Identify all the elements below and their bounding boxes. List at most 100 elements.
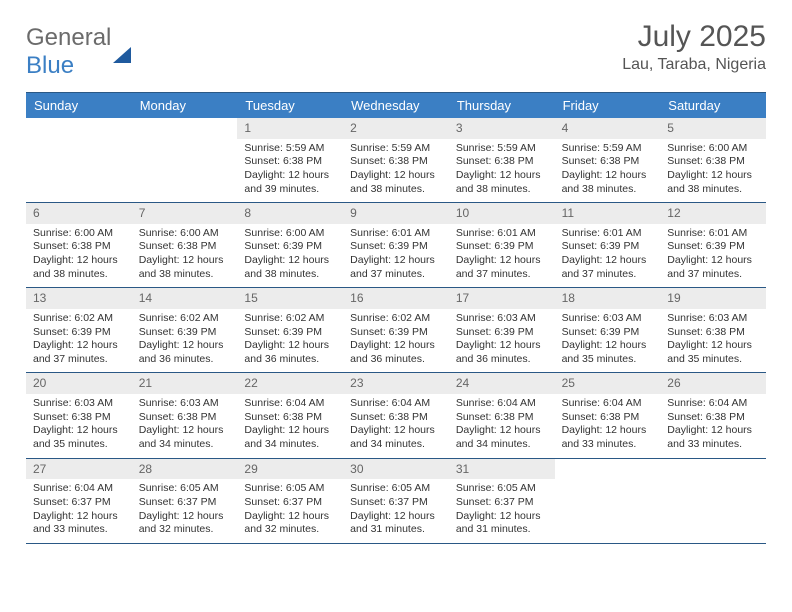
sunrise-line: Sunrise: 5:59 AM [562, 142, 654, 156]
daylight1-line: Daylight: 12 hours [139, 339, 231, 353]
day-number: 16 [343, 288, 449, 309]
daylight2-line: and 39 minutes. [244, 183, 336, 197]
daylight2-line: and 38 minutes. [350, 183, 442, 197]
sunset-line: Sunset: 6:37 PM [33, 496, 125, 510]
day-number: 10 [449, 203, 555, 224]
sunrise-line: Sunrise: 6:01 AM [667, 227, 759, 241]
sunset-line: Sunset: 6:39 PM [350, 240, 442, 254]
day-body: Sunrise: 6:01 AMSunset: 6:39 PMDaylight:… [660, 224, 766, 288]
sunrise-line: Sunrise: 6:00 AM [667, 142, 759, 156]
day-number: 11 [555, 203, 661, 224]
day-number: 30 [343, 459, 449, 480]
daylight2-line: and 33 minutes. [33, 523, 125, 537]
daylight2-line: and 36 minutes. [456, 353, 548, 367]
sunrise-line: Sunrise: 6:03 AM [456, 312, 548, 326]
sunrise-line: Sunrise: 6:02 AM [33, 312, 125, 326]
daylight2-line: and 35 minutes. [33, 438, 125, 452]
day-cell: 23Sunrise: 6:04 AMSunset: 6:38 PMDayligh… [343, 373, 449, 457]
day-body: Sunrise: 6:03 AMSunset: 6:38 PMDaylight:… [132, 394, 238, 458]
day-number: 25 [555, 373, 661, 394]
sunrise-line: Sunrise: 6:01 AM [350, 227, 442, 241]
day-body: Sunrise: 5:59 AMSunset: 6:38 PMDaylight:… [343, 139, 449, 203]
day-number: 1 [237, 118, 343, 139]
day-cell: 26Sunrise: 6:04 AMSunset: 6:38 PMDayligh… [660, 373, 766, 457]
daylight2-line: and 34 minutes. [350, 438, 442, 452]
week-row: 1Sunrise: 5:59 AMSunset: 6:38 PMDaylight… [26, 118, 766, 203]
sunrise-line: Sunrise: 6:05 AM [244, 482, 336, 496]
sunset-line: Sunset: 6:38 PM [667, 411, 759, 425]
day-body: Sunrise: 6:00 AMSunset: 6:39 PMDaylight:… [237, 224, 343, 288]
sunrise-line: Sunrise: 6:04 AM [33, 482, 125, 496]
calendar: Sunday Monday Tuesday Wednesday Thursday… [26, 92, 766, 544]
day-number: 9 [343, 203, 449, 224]
day-number: 14 [132, 288, 238, 309]
daylight2-line: and 33 minutes. [562, 438, 654, 452]
sunrise-line: Sunrise: 6:00 AM [244, 227, 336, 241]
daylight1-line: Daylight: 12 hours [244, 510, 336, 524]
sunrise-line: Sunrise: 6:04 AM [244, 397, 336, 411]
sunset-line: Sunset: 6:38 PM [350, 155, 442, 169]
day-number: 19 [660, 288, 766, 309]
daylight2-line: and 38 minutes. [33, 268, 125, 282]
day-cell: 24Sunrise: 6:04 AMSunset: 6:38 PMDayligh… [449, 373, 555, 457]
day-body: Sunrise: 6:00 AMSunset: 6:38 PMDaylight:… [132, 224, 238, 288]
weekday-thu: Thursday [449, 93, 555, 118]
day-body: Sunrise: 6:04 AMSunset: 6:38 PMDaylight:… [449, 394, 555, 458]
sunrise-line: Sunrise: 5:59 AM [350, 142, 442, 156]
day-cell: 28Sunrise: 6:05 AMSunset: 6:37 PMDayligh… [132, 459, 238, 543]
daylight2-line: and 35 minutes. [667, 353, 759, 367]
day-cell: 25Sunrise: 6:04 AMSunset: 6:38 PMDayligh… [555, 373, 661, 457]
day-body: Sunrise: 6:03 AMSunset: 6:38 PMDaylight:… [26, 394, 132, 458]
daylight1-line: Daylight: 12 hours [562, 424, 654, 438]
daylight1-line: Daylight: 12 hours [456, 339, 548, 353]
sunset-line: Sunset: 6:38 PM [562, 155, 654, 169]
sunset-line: Sunset: 6:39 PM [139, 326, 231, 340]
day-body: Sunrise: 6:00 AMSunset: 6:38 PMDaylight:… [660, 139, 766, 203]
daylight1-line: Daylight: 12 hours [456, 510, 548, 524]
logo-text: General Blue [26, 24, 131, 80]
sunset-line: Sunset: 6:37 PM [350, 496, 442, 510]
day-number: 2 [343, 118, 449, 139]
daylight2-line: and 38 minutes. [139, 268, 231, 282]
page-header: General Blue July 2025 Lau, Taraba, Nige… [26, 20, 766, 80]
daylight1-line: Daylight: 12 hours [350, 339, 442, 353]
sunrise-line: Sunrise: 6:00 AM [139, 227, 231, 241]
sunset-line: Sunset: 6:38 PM [139, 411, 231, 425]
sunrise-line: Sunrise: 6:03 AM [667, 312, 759, 326]
day-body: Sunrise: 6:03 AMSunset: 6:39 PMDaylight:… [555, 309, 661, 373]
daylight1-line: Daylight: 12 hours [139, 510, 231, 524]
day-number: 5 [660, 118, 766, 139]
daylight1-line: Daylight: 12 hours [244, 339, 336, 353]
sunset-line: Sunset: 6:39 PM [456, 326, 548, 340]
daylight1-line: Daylight: 12 hours [139, 424, 231, 438]
day-cell [660, 459, 766, 543]
day-body: Sunrise: 6:01 AMSunset: 6:39 PMDaylight:… [449, 224, 555, 288]
sunset-line: Sunset: 6:38 PM [33, 240, 125, 254]
day-cell: 27Sunrise: 6:04 AMSunset: 6:37 PMDayligh… [26, 459, 132, 543]
logo: General Blue [26, 24, 131, 80]
day-cell: 11Sunrise: 6:01 AMSunset: 6:39 PMDayligh… [555, 203, 661, 287]
daylight1-line: Daylight: 12 hours [456, 424, 548, 438]
daylight1-line: Daylight: 12 hours [33, 254, 125, 268]
daylight2-line: and 34 minutes. [456, 438, 548, 452]
day-body: Sunrise: 6:02 AMSunset: 6:39 PMDaylight:… [237, 309, 343, 373]
day-cell: 9Sunrise: 6:01 AMSunset: 6:39 PMDaylight… [343, 203, 449, 287]
daylight1-line: Daylight: 12 hours [562, 169, 654, 183]
day-body: Sunrise: 6:02 AMSunset: 6:39 PMDaylight:… [26, 309, 132, 373]
day-body: Sunrise: 5:59 AMSunset: 6:38 PMDaylight:… [449, 139, 555, 203]
day-body: Sunrise: 6:04 AMSunset: 6:38 PMDaylight:… [237, 394, 343, 458]
logo-sail-icon [113, 20, 131, 63]
day-number: 8 [237, 203, 343, 224]
day-cell: 29Sunrise: 6:05 AMSunset: 6:37 PMDayligh… [237, 459, 343, 543]
day-number: 27 [26, 459, 132, 480]
daylight1-line: Daylight: 12 hours [33, 339, 125, 353]
day-cell: 15Sunrise: 6:02 AMSunset: 6:39 PMDayligh… [237, 288, 343, 372]
daylight1-line: Daylight: 12 hours [456, 254, 548, 268]
daylight2-line: and 32 minutes. [139, 523, 231, 537]
sunset-line: Sunset: 6:39 PM [562, 240, 654, 254]
day-cell: 13Sunrise: 6:02 AMSunset: 6:39 PMDayligh… [26, 288, 132, 372]
day-body: Sunrise: 6:02 AMSunset: 6:39 PMDaylight:… [132, 309, 238, 373]
daylight1-line: Daylight: 12 hours [350, 169, 442, 183]
daylight2-line: and 37 minutes. [33, 353, 125, 367]
day-body: Sunrise: 5:59 AMSunset: 6:38 PMDaylight:… [555, 139, 661, 203]
